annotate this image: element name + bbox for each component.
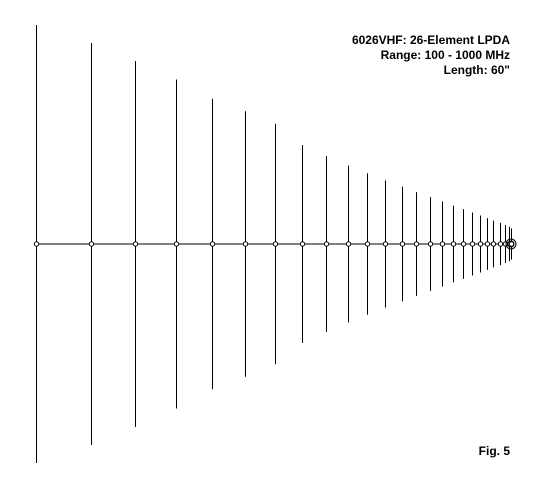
boom-node-3 xyxy=(132,241,139,247)
boom-node-20 xyxy=(477,241,484,247)
boom-node-13 xyxy=(399,241,406,247)
double-circle-feedpoint-icon xyxy=(505,238,517,250)
boom-node-23 xyxy=(497,241,504,247)
boom-node-17 xyxy=(450,241,457,247)
boom-node-22 xyxy=(490,241,497,247)
title-block: 6026VHF: 26-Element LPDA Range: 100 - 10… xyxy=(352,33,510,78)
figure-label: Fig. 5 xyxy=(478,444,510,458)
boom-node-7 xyxy=(272,241,279,247)
boom-node-14 xyxy=(413,241,420,247)
boom-node-5 xyxy=(209,241,216,247)
boom-nodes xyxy=(33,241,515,247)
boom-node-2 xyxy=(88,241,95,247)
boom-node-15 xyxy=(427,241,434,247)
boom-node-19 xyxy=(469,241,476,247)
boom-node-12 xyxy=(382,241,389,247)
title-line-range: Range: 100 - 1000 MHz xyxy=(380,48,510,62)
boom-node-9 xyxy=(323,241,330,247)
boom-node-16 xyxy=(439,241,446,247)
boom-node-10 xyxy=(345,241,352,247)
feedpoint-outer-ring xyxy=(505,238,517,250)
boom-node-11 xyxy=(364,241,371,247)
boom-node-4 xyxy=(173,241,180,247)
boom-node-18 xyxy=(460,241,467,247)
boom-node-21 xyxy=(484,241,491,247)
title-line-model: 6026VHF: 26-Element LPDA xyxy=(351,33,510,47)
boom-node-8 xyxy=(299,241,306,247)
title-line-length: Length: 60" xyxy=(443,63,510,77)
boom-node-6 xyxy=(242,241,249,247)
boom-node-1 xyxy=(33,241,40,247)
feedpoint-inner-ring xyxy=(507,240,515,248)
